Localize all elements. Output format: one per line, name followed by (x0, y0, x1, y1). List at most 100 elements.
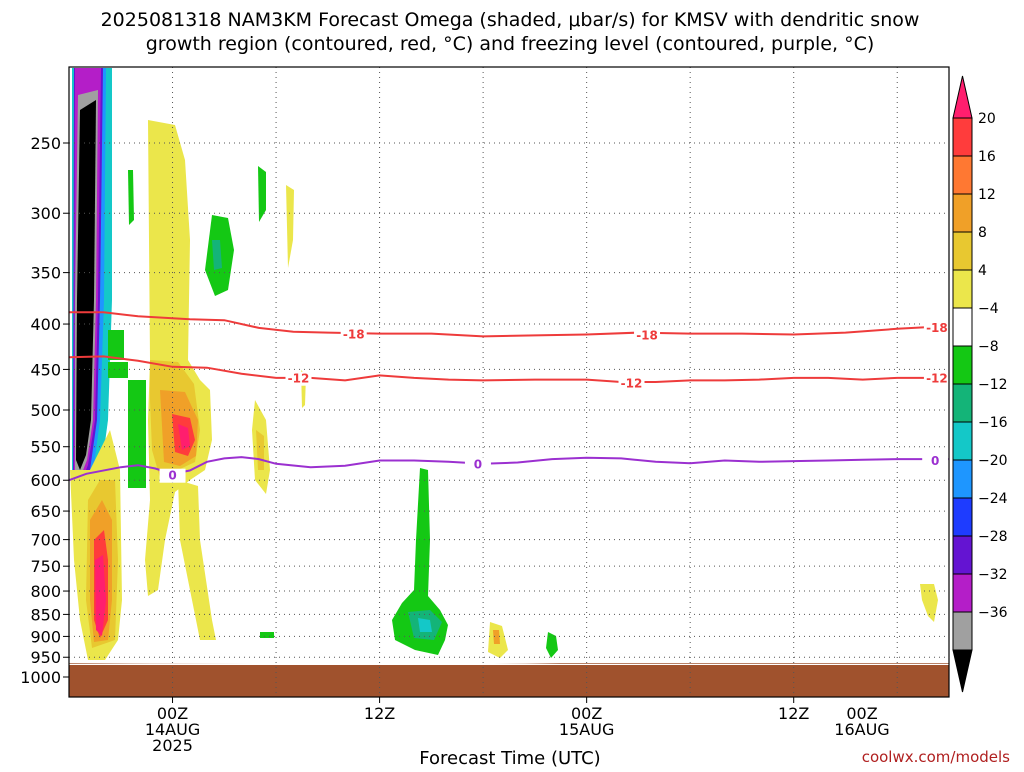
omega-ascent-pocket-2-core (212, 240, 222, 270)
contour-label-bg--12-0 (285, 371, 312, 386)
plot-frame (68, 66, 950, 698)
colorbar-band-5 (952, 269, 973, 309)
grid-lines (69, 67, 949, 697)
colorbar-label-7: −12 (978, 377, 1008, 393)
colorbar-band-2 (952, 155, 973, 195)
y-tick-label-1000: 1000 (20, 668, 61, 687)
contour-label-bg--18-1 (634, 328, 661, 343)
colorbar-top-arrow (952, 75, 973, 119)
x-axis-title: Forecast Time (UTC) (419, 748, 600, 768)
omega-descent-col-core (178, 424, 190, 450)
site-credit: coolwx.com/models (862, 748, 1010, 766)
y-tick-label-300: 300 (30, 204, 61, 223)
plot-area: -18 -18 -18 -12 -12 -12 0 0 0 (69, 67, 949, 697)
y-tick-label-900: 900 (30, 627, 61, 646)
colorbar-label-5: −4 (978, 301, 999, 317)
contour-label-bg-0-1 (464, 457, 491, 472)
x-tick-label-24-0: 00Z (571, 704, 602, 723)
omega-ascent-core (76, 100, 96, 470)
x-tick-label-48-0: 00Z (846, 704, 877, 723)
y-tick-label-600: 600 (30, 471, 61, 490)
colorbar-band-3 (952, 193, 973, 233)
y-tick-label-750: 750 (30, 557, 61, 576)
y-tick-label-800: 800 (30, 582, 61, 601)
contour-label--12-2: -12 (926, 372, 948, 386)
omega-descent-small-1 (286, 185, 294, 268)
colorbar-band-14 (952, 611, 973, 651)
temperature-contours: -18 -18 -18 -12 -12 -12 0 0 0 (69, 311, 949, 483)
colorbar-label-2: 12 (978, 187, 996, 203)
y-tick-label-400: 400 (30, 315, 61, 334)
y-tick-label-850: 850 (30, 605, 61, 624)
omega-ascent-speck-1 (260, 632, 274, 638)
x-tick-label-0-0: 00Z (157, 704, 188, 723)
x-tick-label-48-1: 16AUG (834, 720, 889, 739)
colorbar-bottom-arrow (952, 649, 973, 693)
y-tick-label-950: 950 (30, 648, 61, 667)
contour-label-0-1: 0 (474, 458, 482, 472)
colorbar-label-6: −8 (978, 339, 999, 355)
x-tick-label-0-1: 14AUG (145, 720, 200, 739)
colorbar-band-6 (952, 307, 973, 347)
colorbar: 20 16 12 8 4 −4 −8 −12 −16 −20 −24 −28 −32 −36 (952, 75, 1008, 693)
x-tick-label-0-2: 2025 (152, 736, 193, 755)
surface-terrain-edge (69, 662, 949, 665)
x-tick-label-24-1: 15AUG (559, 720, 614, 739)
contour-label-bg-0-0 (159, 468, 186, 483)
y-tick-label-550: 550 (30, 438, 61, 457)
colorbar-label-13: −36 (978, 605, 1008, 621)
colorbar-label-3: 8 (978, 225, 987, 241)
contour-label-bg--12-2 (923, 371, 949, 386)
colorbar-label-10: −24 (978, 491, 1008, 507)
omega-lowlevel-core (95, 555, 106, 636)
contour-label-0-2: 0 (931, 454, 939, 468)
y-tick-label-250: 250 (30, 134, 61, 153)
contour-label--12-0: -12 (288, 372, 310, 386)
chart-title-line-1: 2025081318 NAM3KM Forecast Omega (shaded… (101, 9, 920, 31)
omega-ascent-edge-green (108, 330, 146, 488)
colorbar-label-1: 16 (978, 149, 996, 165)
omega-ascent-pocket-3 (258, 166, 266, 222)
y-tick-label-700: 700 (30, 531, 61, 550)
contour-label-0-0: 0 (168, 469, 176, 483)
colorbar-band-10 (952, 459, 973, 499)
colorbar-band-13 (952, 573, 973, 613)
y-tick-label-650: 650 (30, 502, 61, 521)
colorbar-band-12 (952, 535, 973, 575)
x-tick-label-36-0: 12Z (778, 704, 809, 723)
colorbar-band-4 (952, 231, 973, 271)
omega-shading (70, 68, 938, 660)
below-ground-surface (69, 663, 949, 697)
omega-lowlevel-ascent (392, 468, 448, 655)
x-tick-label-12-0: 12Z (364, 704, 395, 723)
colorbar-label-0: 20 (978, 111, 996, 127)
contour-label--12-1: -12 (621, 377, 643, 391)
plot-background (69, 67, 949, 697)
contour-label-bg--12-1 (618, 376, 645, 391)
omega-lowlevel-ascent-center (418, 618, 432, 632)
colorbar-label-11: −28 (978, 529, 1008, 545)
colorbar-band-1 (952, 117, 973, 157)
contour-label-bg-0-2 (922, 454, 949, 469)
colorbar-band-11 (952, 497, 973, 537)
contour-line--18 (69, 311, 949, 338)
y-tick-label-450: 450 (30, 360, 61, 379)
colorbar-label-9: −20 (978, 453, 1008, 469)
omega-descent-cell-1-core (493, 630, 500, 644)
colorbar-label-12: −32 (978, 567, 1008, 583)
colorbar-label-8: −16 (978, 415, 1008, 431)
colorbar-band-7 (952, 345, 973, 385)
omega-ascent-pocket-1 (128, 170, 134, 225)
contour-label--18-1: -18 (636, 328, 658, 342)
contour-label--18-0: -18 (343, 327, 365, 341)
omega-descent-col-lower (178, 480, 216, 640)
colorbar-band-8 (952, 383, 973, 423)
colorbar-label-4: 4 (978, 263, 987, 279)
omega-descent-cell-2 (920, 584, 938, 622)
contour-label-bg--18-2 (923, 320, 949, 335)
y-tick-label-350: 350 (30, 264, 61, 283)
contour-label--18-2: -18 (926, 321, 948, 335)
chart-title-line-2: growth region (contoured, red, °C) and f… (146, 33, 875, 55)
